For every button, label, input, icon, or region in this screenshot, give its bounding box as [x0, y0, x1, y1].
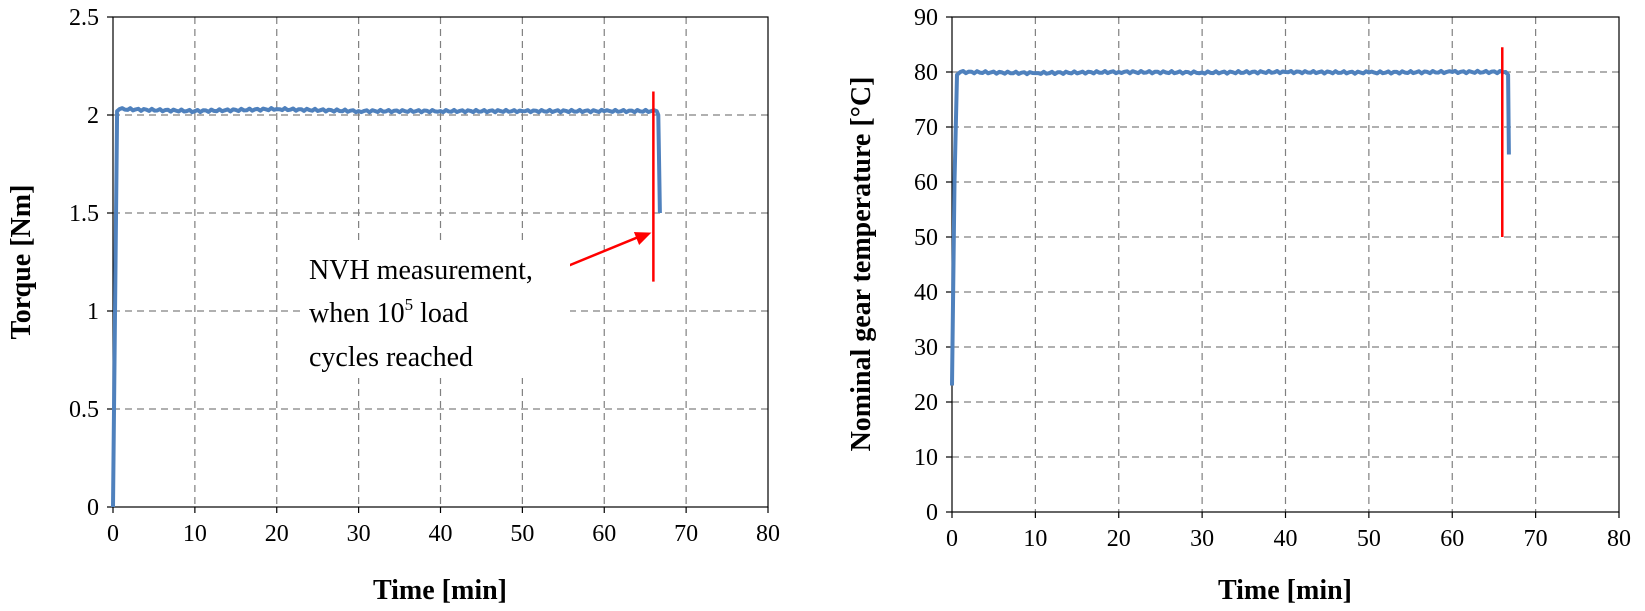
temperature-x-tick-label: 10	[1023, 526, 1047, 552]
temperature-y-tick-label: 20	[914, 390, 938, 416]
torque-x-tick-label: 20	[265, 521, 289, 547]
temperature-x-tick-label: 20	[1107, 526, 1131, 552]
annotation-arrow	[557, 235, 640, 272]
torque-y-tick-labels: 0 0.5 1 1.5 2 2.5	[69, 5, 113, 521]
temperature-x-tick-label: 80	[1607, 526, 1631, 552]
temperature-y-tick-label: 80	[914, 60, 938, 86]
temperature-y-tick-label: 70	[914, 115, 938, 141]
temperature-y-tick-label: 90	[914, 5, 938, 31]
torque-y-tick-label: 0.5	[69, 397, 99, 423]
annotation-arrowhead	[633, 232, 652, 246]
temperature-x-tick-label: 50	[1357, 526, 1381, 552]
annotation-box	[300, 243, 570, 378]
temperature-chart: 0 10 20 30 40 50 60 70 80 90 0 10 20 30 40 50 60 70 80 Ti…	[846, 5, 1631, 606]
temperature-y-tick-labels: 0 10 20 30 40 50 60 70 80 90	[914, 5, 952, 526]
annotation-line-2: when 105 load	[309, 295, 468, 329]
torque-x-axis-title: Time [min]	[373, 575, 507, 606]
torque-y-tick-label: 1	[87, 299, 99, 325]
temperature-y-tick-label: 10	[914, 445, 938, 471]
temperature-x-tick-label: 0	[946, 526, 958, 552]
torque-x-tick-label: 0	[107, 521, 119, 547]
torque-x-tick-label: 50	[510, 521, 534, 547]
torque-y-axis-title: Torque [Nm]	[6, 185, 37, 340]
temperature-x-tick-label: 40	[1274, 526, 1298, 552]
annotation-line-1: NVH measurement,	[309, 255, 533, 286]
temperature-series-line	[950, 68, 1511, 386]
temperature-x-tick-label: 60	[1440, 526, 1464, 552]
torque-y-tick-label: 0	[87, 495, 99, 521]
torque-y-tick-label: 2	[87, 103, 99, 129]
torque-x-tick-labels: 0 10 20 30 40 50 60 70 80	[107, 507, 780, 547]
torque-x-tick-label: 40	[429, 521, 453, 547]
temperature-x-axis-title: Time [min]	[1218, 575, 1352, 606]
temperature-grid	[952, 17, 1619, 512]
temperature-x-tick-labels: 0 10 20 30 40 50 60 70 80	[946, 512, 1631, 552]
temperature-y-tick-label: 60	[914, 170, 938, 196]
temperature-y-tick-label: 0	[926, 500, 938, 526]
temperature-y-tick-label: 40	[914, 280, 938, 306]
torque-x-tick-label: 70	[674, 521, 698, 547]
torque-x-tick-label: 10	[183, 521, 207, 547]
torque-x-tick-label: 60	[592, 521, 616, 547]
temperature-y-tick-label: 30	[914, 335, 938, 361]
torque-y-tick-label: 1.5	[69, 201, 99, 227]
temperature-y-tick-label: 50	[914, 225, 938, 251]
torque-chart: 0 0.5 1 1.5 2 2.5 0 10 20 30 40 50 60 70 80 NVH measu…	[6, 5, 780, 606]
temperature-x-tick-label: 70	[1524, 526, 1548, 552]
torque-series-line	[111, 106, 662, 508]
torque-x-tick-label: 80	[756, 521, 780, 547]
temperature-x-tick-label: 30	[1190, 526, 1214, 552]
torque-y-tick-label: 2.5	[69, 5, 99, 31]
temperature-y-axis-title: Nominal gear temperature [°C]	[846, 77, 877, 452]
torque-x-tick-label: 30	[347, 521, 371, 547]
annotation-line-3: cycles reached	[309, 342, 473, 373]
